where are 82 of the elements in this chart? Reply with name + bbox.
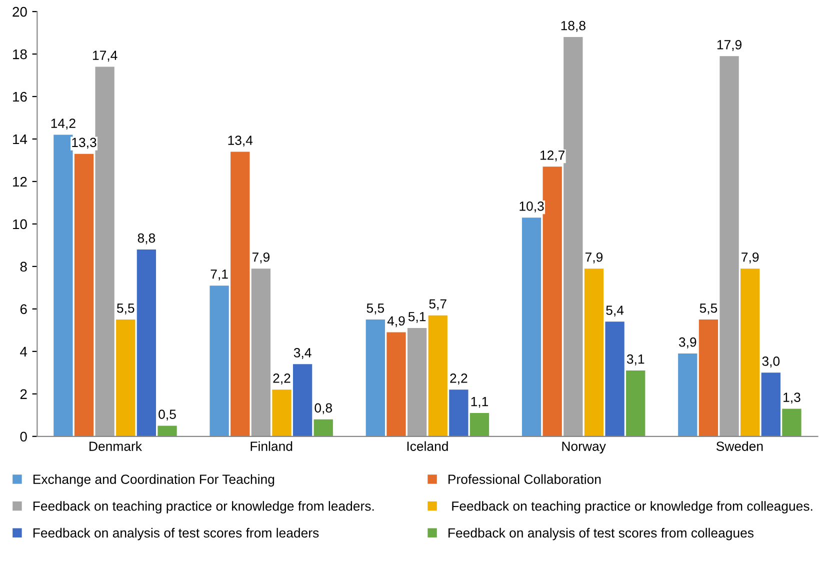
data-label: 2,2 bbox=[450, 374, 468, 384]
data-label: 0,5 bbox=[158, 410, 176, 421]
y-tick-label: 14 bbox=[13, 134, 28, 144]
data-label: 5,5 bbox=[116, 304, 134, 314]
bar bbox=[95, 66, 114, 436]
data-label: 3,0 bbox=[762, 356, 780, 368]
bar bbox=[158, 426, 177, 436]
bar bbox=[272, 390, 292, 436]
bar bbox=[605, 322, 624, 436]
data-label: 17,9 bbox=[717, 40, 742, 51]
data-label: 7,9 bbox=[742, 252, 759, 264]
bar bbox=[136, 249, 156, 436]
bar bbox=[678, 354, 698, 436]
data-label: 3,1 bbox=[626, 354, 644, 366]
y-tick-label: 2 bbox=[20, 389, 27, 399]
bar bbox=[522, 218, 542, 436]
data-label: 7,9 bbox=[585, 252, 603, 264]
bar bbox=[470, 413, 490, 436]
data-label: 4,9 bbox=[387, 316, 405, 328]
x-tick-label: Iceland bbox=[407, 441, 448, 451]
bar bbox=[720, 56, 739, 436]
y-tick-label: 10 bbox=[13, 219, 27, 230]
bar bbox=[449, 390, 468, 436]
bar bbox=[584, 268, 604, 436]
data-label: 7,9 bbox=[252, 252, 270, 264]
data-label: 2,2 bbox=[273, 374, 290, 384]
y-tick-label: 12 bbox=[13, 176, 27, 187]
data-label: 3,9 bbox=[678, 337, 696, 348]
data-label: 18,8 bbox=[561, 20, 586, 32]
data-label: 3,4 bbox=[294, 348, 312, 359]
bar bbox=[251, 268, 271, 436]
legend-label: Feedback on teaching practice or knowledge from leaders. bbox=[33, 501, 374, 514]
x-tick-label: Finland bbox=[250, 441, 292, 451]
bar bbox=[782, 408, 802, 436]
y-tick-label: 6 bbox=[20, 304, 27, 314]
bar bbox=[74, 154, 94, 436]
data-label: 12,7 bbox=[540, 150, 565, 162]
x-tick-label: Norway bbox=[562, 442, 606, 454]
data-label: 0,8 bbox=[314, 403, 332, 414]
legend-label: Professional Collaboration bbox=[448, 474, 601, 484]
bar bbox=[314, 419, 333, 436]
data-label: 7,1 bbox=[210, 270, 228, 280]
data-label: 5,1 bbox=[408, 312, 426, 323]
data-label: 1,3 bbox=[784, 392, 800, 404]
x-tick-label: Denmark bbox=[90, 441, 142, 451]
bar bbox=[428, 315, 448, 436]
data-label: 5,5 bbox=[366, 304, 384, 314]
x-tick-label: Sweden bbox=[716, 441, 763, 451]
data-label: 17,4 bbox=[92, 50, 118, 62]
legend-label: Feedback on analysis of test scores from leaders bbox=[33, 528, 319, 540]
y-tick-label: 20 bbox=[12, 6, 27, 17]
bar bbox=[740, 268, 760, 436]
y-tick-label: 18 bbox=[13, 49, 27, 60]
bar bbox=[366, 320, 385, 436]
y-tick-label: 4 bbox=[20, 346, 28, 356]
data-label: 1,1 bbox=[471, 397, 488, 408]
data-label: 13,3 bbox=[72, 138, 96, 149]
bar bbox=[210, 286, 229, 436]
data-label: 14,2 bbox=[51, 118, 76, 130]
data-label: 5,5 bbox=[700, 304, 718, 314]
legend-label: Exchange and Coordination For Teaching bbox=[33, 474, 274, 487]
data-label: 13,4 bbox=[228, 136, 253, 147]
y-tick-label: 0 bbox=[20, 432, 27, 442]
legend-label: Feedback on analysis of test scores from colleagues bbox=[448, 528, 754, 540]
y-tick-label: 16 bbox=[13, 92, 27, 102]
data-label: 10,3 bbox=[520, 201, 544, 212]
bar bbox=[407, 328, 427, 436]
y-tick-label: 8 bbox=[20, 262, 27, 272]
bar bbox=[230, 152, 250, 436]
legend-label: Feedback on teaching practice or knowledge from colleagues. bbox=[452, 501, 812, 514]
bar bbox=[542, 166, 562, 436]
bar bbox=[698, 320, 718, 436]
bar bbox=[761, 372, 780, 436]
bar bbox=[386, 332, 406, 436]
bar bbox=[564, 37, 583, 436]
data-label: 5,7 bbox=[429, 299, 446, 310]
data-label: 5,4 bbox=[606, 306, 624, 316]
bar bbox=[292, 364, 312, 436]
bar bbox=[116, 320, 136, 436]
bar bbox=[54, 134, 73, 436]
data-label: 8,8 bbox=[138, 233, 156, 244]
bar bbox=[626, 370, 646, 436]
